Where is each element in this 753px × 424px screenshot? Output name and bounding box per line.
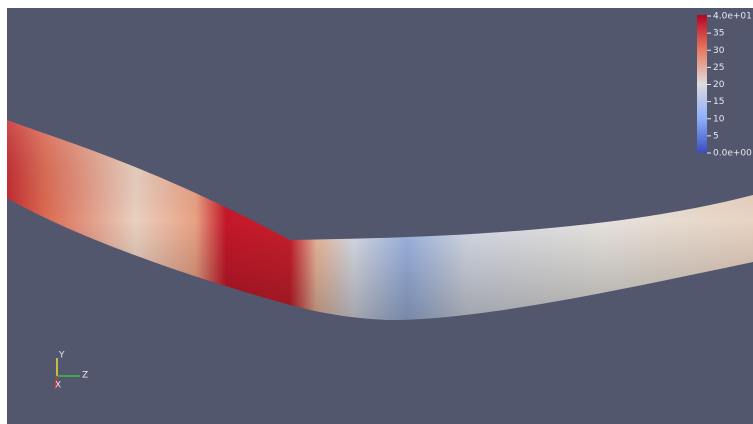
screenshot: Y Z X 4.0e+01 35 30 25 20 15 10 5 0.0e+00 [0, 0, 753, 424]
colorbar-tick-label: 35 [713, 29, 724, 39]
colorbar-tick-label: 30 [713, 46, 725, 56]
axis-label: Z [82, 371, 88, 381]
colorbar-tick-label: 4.0e+01 [713, 12, 752, 22]
colorbar-tick-label: 5 [713, 131, 719, 141]
colorbar-tick-label: 20 [713, 80, 725, 90]
colorbar-tick-label: 25 [713, 63, 724, 73]
axis-label: Y [58, 351, 65, 361]
colorbar [697, 15, 707, 153]
colorbar-tick-label: 10 [713, 114, 725, 124]
axis-label: X [55, 381, 61, 391]
colorbar-tick-label: 15 [713, 97, 724, 107]
colorbar-tick-label: 0.0e+00 [713, 149, 752, 159]
